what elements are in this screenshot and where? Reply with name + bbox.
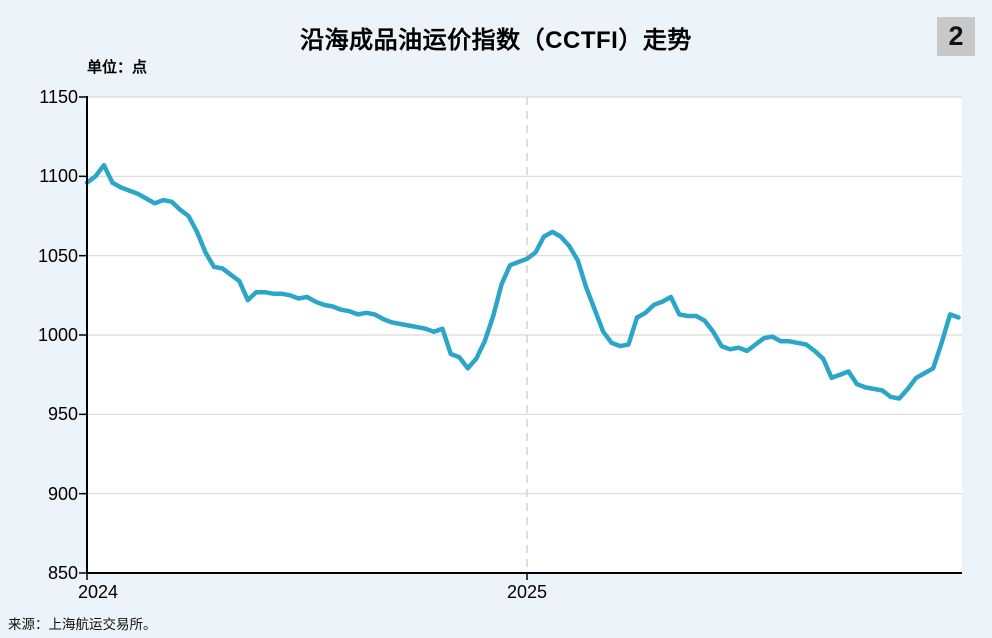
chart-title: 沿海成品油运价指数（CCTFI）走势 — [300, 27, 692, 54]
page-number-badge: 2 — [937, 17, 975, 56]
x-axis-year-label: 2024 — [77, 582, 119, 602]
y-axis-tick-label: 1050 — [37, 245, 78, 266]
y-axis-tick-label: 900 — [47, 483, 78, 504]
unit-label: 单位：点 — [87, 59, 148, 76]
y-axis-tick-label: 1100 — [39, 166, 78, 187]
x-axis-year-label: 2025 — [506, 582, 548, 602]
y-axis-tick-label: 1000 — [37, 325, 78, 345]
y-axis-tick-label: 950 — [47, 404, 78, 425]
y-axis-tick-label: 850 — [47, 563, 78, 583]
y-axis-tick-label: 1150 — [39, 87, 78, 107]
source-note: 来源：上海航运交易所。 — [8, 617, 157, 633]
